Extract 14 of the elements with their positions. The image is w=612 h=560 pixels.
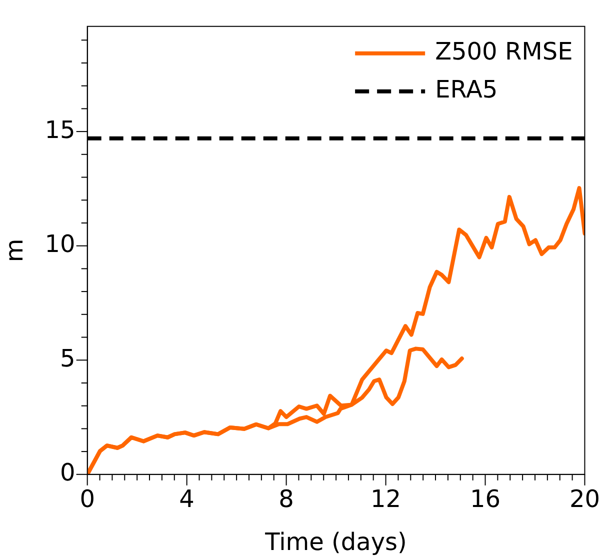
y-tick-label: 5: [60, 344, 76, 372]
y-tick-label: 10: [44, 230, 76, 258]
x-tick-label: 8: [278, 485, 294, 514]
x-tick-label: 0: [80, 485, 95, 514]
x-tick-label: 16: [470, 485, 501, 514]
y-tick-label: 0: [60, 458, 76, 487]
x-tick-label: 20: [569, 485, 600, 514]
x-tick-label: 12: [370, 485, 402, 514]
y-axis-title: m: [0, 238, 29, 262]
x-tick-label: 4: [179, 485, 194, 514]
x-axis-title: Time (days): [264, 528, 407, 556]
legend-label: Z500 RMSE: [435, 38, 573, 66]
y-tick-label: 15: [44, 116, 76, 144]
legend-label: ERA5: [435, 76, 498, 104]
